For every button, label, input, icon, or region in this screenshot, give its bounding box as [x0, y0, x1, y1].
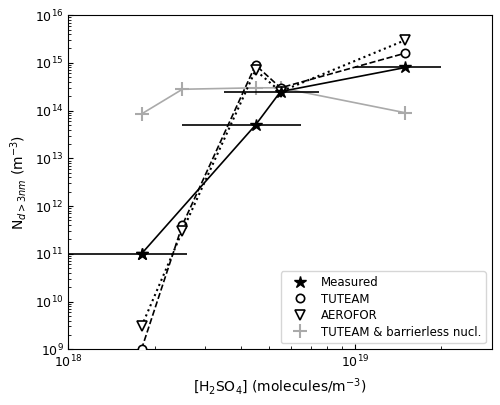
X-axis label: [H$_2$SO$_4$] (molecules/m$^{-3}$): [H$_2$SO$_4$] (molecules/m$^{-3}$) — [193, 376, 367, 396]
TUTEAM & barrierless nucl. — [180, 87, 186, 92]
TUTEAM — [180, 223, 186, 228]
Measured — [278, 89, 283, 94]
AEROFOR — [402, 38, 408, 43]
AEROFOR — [252, 68, 258, 72]
Line: AEROFOR: AEROFOR — [136, 35, 410, 331]
Measured — [138, 252, 144, 256]
Line: TUTEAM: TUTEAM — [138, 49, 409, 354]
TUTEAM & barrierless nucl. — [402, 110, 408, 115]
TUTEAM — [402, 51, 408, 55]
TUTEAM — [278, 85, 283, 90]
TUTEAM & barrierless nucl. — [138, 111, 144, 116]
Measured — [138, 252, 144, 256]
Y-axis label: N$_{d>3nm}$ (m$^{-3}$): N$_{d>3nm}$ (m$^{-3}$) — [8, 134, 29, 230]
TUTEAM — [252, 63, 258, 68]
TUTEAM & barrierless nucl. — [278, 85, 283, 90]
Measured — [402, 65, 408, 70]
Legend: Measured, TUTEAM, AEROFOR, TUTEAM & barrierless nucl.: Measured, TUTEAM, AEROFOR, TUTEAM & barr… — [280, 271, 486, 343]
TUTEAM & barrierless nucl. — [252, 85, 258, 90]
AEROFOR — [138, 324, 144, 329]
Line: TUTEAM & barrierless nucl.: TUTEAM & barrierless nucl. — [134, 81, 412, 121]
Line: Measured: Measured — [136, 61, 411, 260]
Measured — [252, 123, 258, 128]
AEROFOR — [278, 89, 283, 94]
TUTEAM — [138, 347, 144, 352]
AEROFOR — [180, 228, 186, 233]
